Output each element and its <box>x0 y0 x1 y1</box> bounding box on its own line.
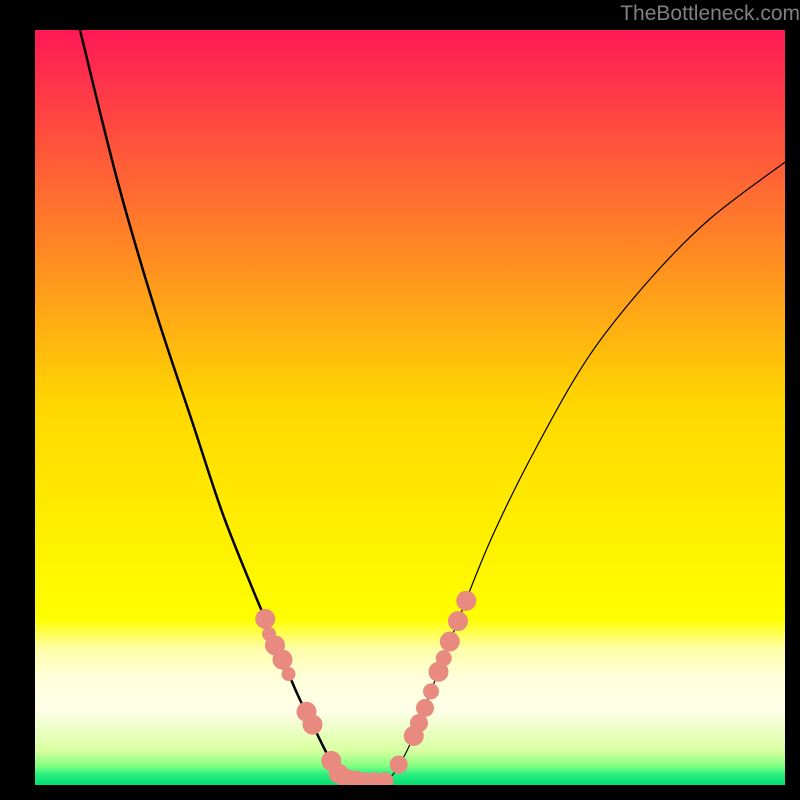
data-point <box>416 699 434 717</box>
data-point <box>423 683 439 699</box>
data-point <box>440 632 460 652</box>
plot-area <box>35 30 785 785</box>
data-point <box>303 715 323 735</box>
data-point <box>255 609 275 629</box>
watermark-text: TheBottleneck.com <box>620 2 800 26</box>
data-point <box>282 667 296 681</box>
chart-svg <box>35 30 785 785</box>
data-point <box>390 756 408 774</box>
gradient-background <box>35 30 785 785</box>
data-point <box>448 611 468 631</box>
data-point <box>456 591 476 611</box>
data-point <box>273 650 293 670</box>
chart-container: TheBottleneck.com <box>0 0 800 800</box>
data-point <box>436 650 452 666</box>
